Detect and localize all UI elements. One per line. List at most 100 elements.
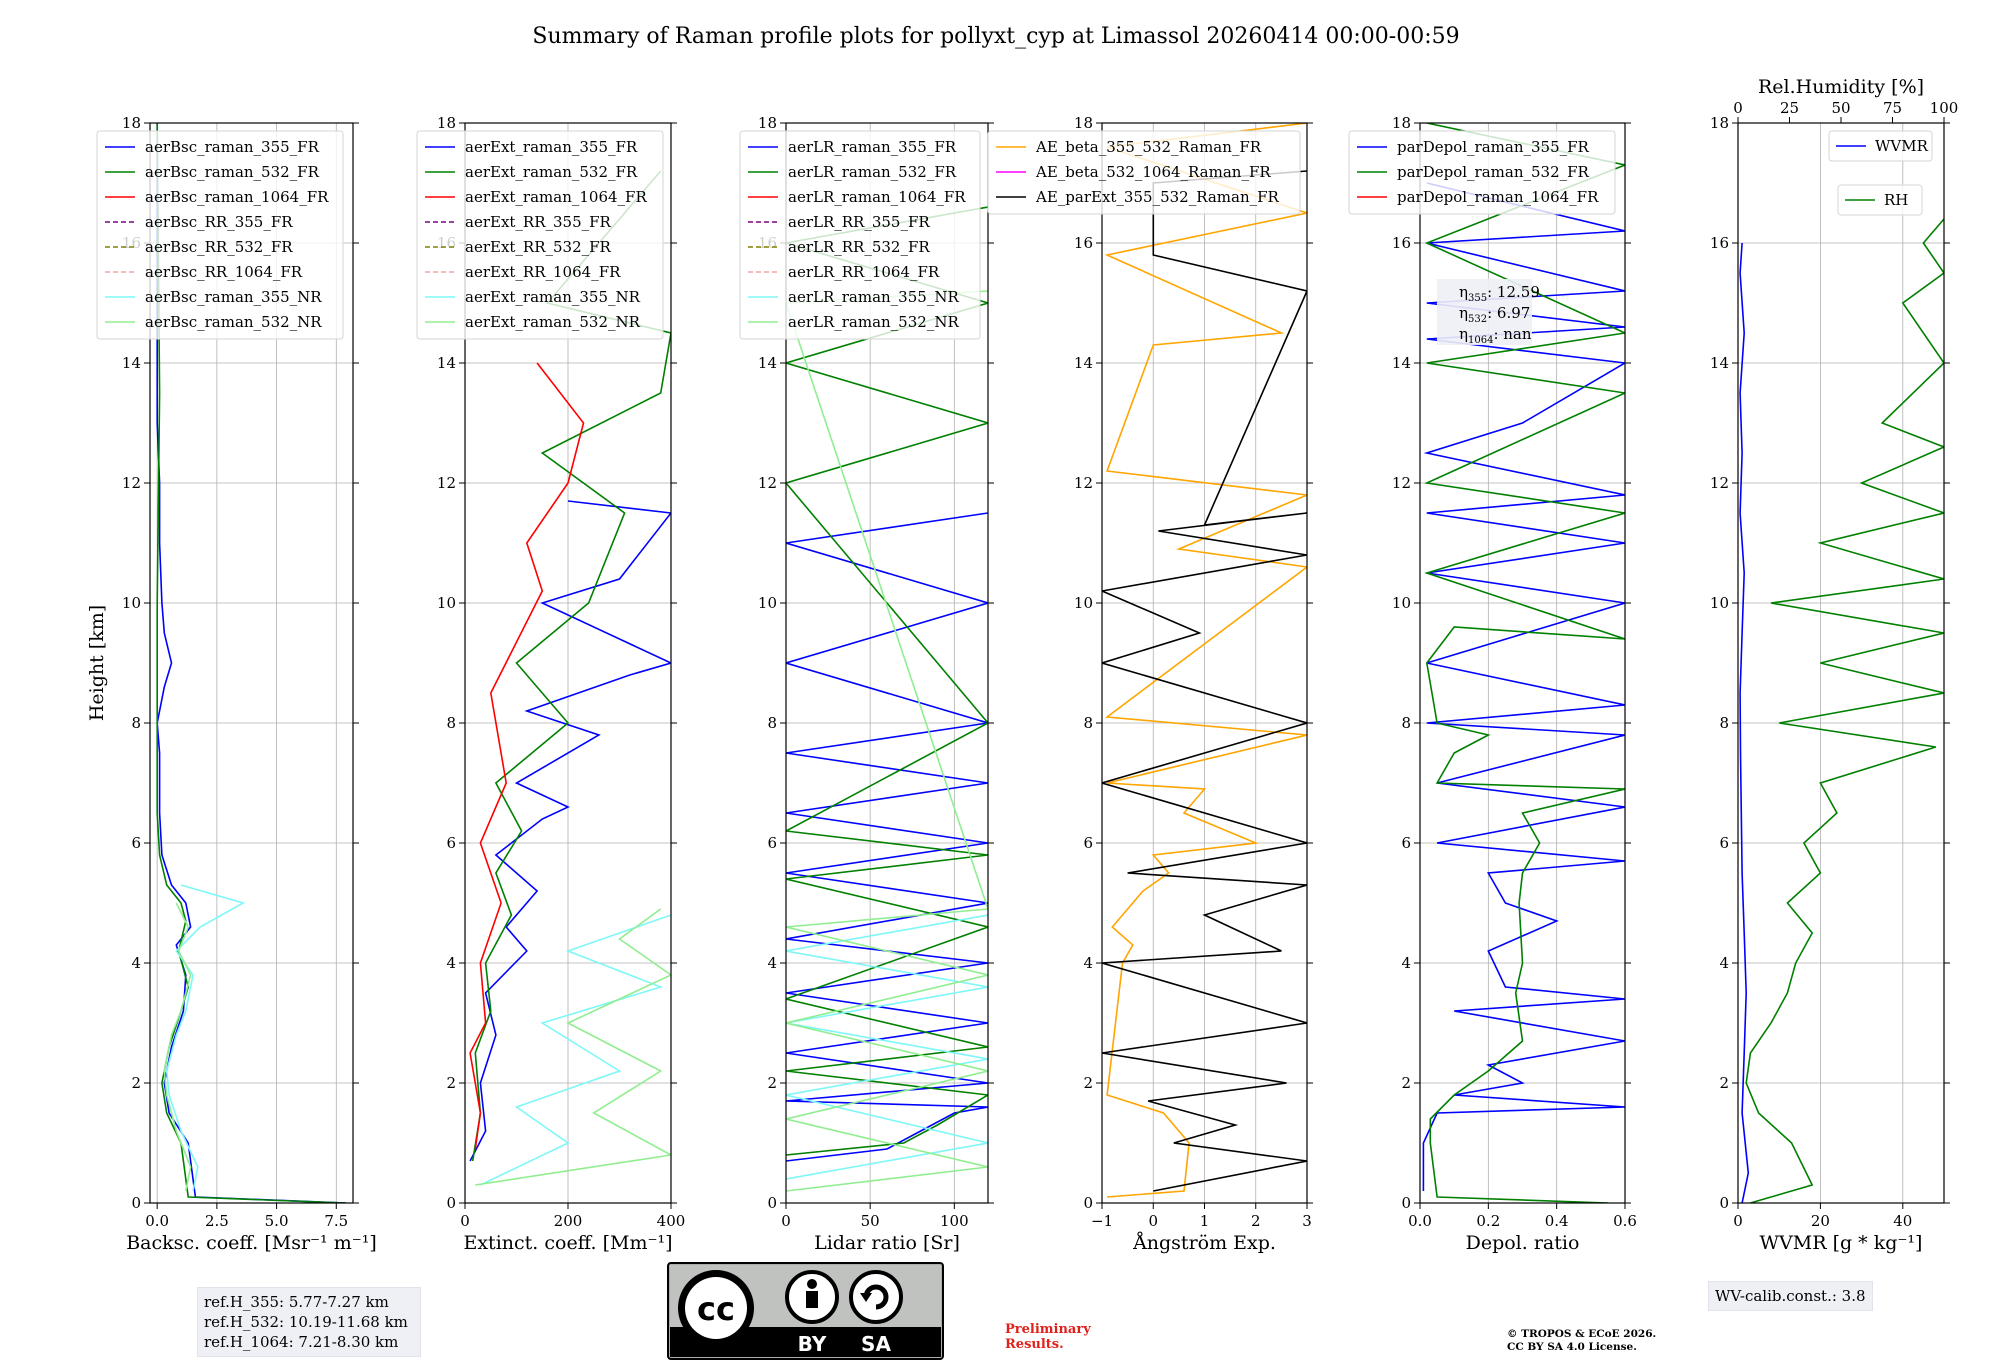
preliminary-note: Preliminary Results. — [1005, 1322, 1091, 1352]
xlabel-3: Lidar ratio [Sr] — [814, 1232, 960, 1254]
series-1-aerBsc_raman_355_NR — [165, 884, 246, 1192]
svg-text:cc: cc — [697, 1290, 735, 1328]
ytick-label-4-5: 10 — [1074, 594, 1093, 612]
top-xlabel: Rel.Humidity [%] — [1758, 76, 1924, 98]
eta-532: η532: 6.97 — [1459, 304, 1530, 325]
ytick-label-2-0: 0 — [446, 1194, 456, 1212]
legend-3: aerLR_raman_355_FR aerLR_raman_532_FR aerL… — [739, 130, 981, 340]
legend-label-1-5: aerBsc_RR_1064_FR — [145, 263, 303, 281]
preliminary-line-1: Preliminary — [1005, 1322, 1091, 1337]
ytick-label-6-7: 14 — [1710, 354, 1729, 372]
xtick-label-2-2: 400 — [657, 1212, 686, 1230]
legend-frame-4 — [987, 130, 1301, 215]
ytick-label-4-4: 8 — [1083, 714, 1093, 732]
top-xtick-label-1: 25 — [1780, 99, 1799, 117]
xlabel-2: Extinct. coeff. [Mm⁻¹] — [463, 1232, 672, 1254]
legend-label-4-1: AE_beta_532_1064_Raman_FR — [1035, 163, 1271, 181]
ytick-label-4-9: 18 — [1074, 114, 1093, 132]
panel-2: 0200400024681012141618Extinct. coeff. [M… — [416, 114, 686, 1254]
copyright-line-1: © TROPOS & ECoE 2026. — [1507, 1328, 1657, 1340]
legend-frame-6-0 — [1828, 130, 1933, 162]
xtick-label-4-2: 1 — [1200, 1212, 1210, 1230]
legend-label-4-0: AE_beta_355_532_Raman_FR — [1035, 138, 1262, 156]
legend-4: AE_beta_355_532_Raman_FR AE_beta_532_1064… — [987, 130, 1301, 215]
ytick-label-6-1: 2 — [1719, 1074, 1729, 1092]
legend-label-3-3: aerLR_RR_355_FR — [788, 213, 930, 231]
ytick-label-4-0: 0 — [1083, 1194, 1093, 1212]
ytick-label-1-6: 12 — [122, 474, 141, 492]
xtick-label-3-2: 100 — [940, 1212, 969, 1230]
ytick-label-4-6: 12 — [1074, 474, 1093, 492]
xtick-label-5-3: 0.6 — [1613, 1212, 1637, 1230]
top-xtick-label-3: 75 — [1883, 99, 1902, 117]
legend-frame-3 — [739, 130, 981, 340]
legend-label-2-2: aerExt_raman_1064_FR — [465, 188, 647, 206]
xtick-label-4-4: 3 — [1302, 1212, 1312, 1230]
series-2-aerExt_raman_355_FR — [469, 500, 671, 1162]
legend-label-1-3: aerBsc_RR_355_FR — [145, 213, 293, 231]
ytick-label-5-6: 12 — [1392, 474, 1411, 492]
copyright-line-2: CC BY SA 4.0 License. — [1507, 1341, 1637, 1353]
xtick-label-5-0: 0.0 — [1408, 1212, 1432, 1230]
sa-icon — [849, 1270, 903, 1324]
ytick-label-5-1: 2 — [1401, 1074, 1411, 1092]
ytick-label-5-3: 6 — [1401, 834, 1411, 852]
series-3-aerLR_raman_532_FR — [786, 206, 988, 1156]
panel-5: 0.0 0.2 0.4 0.6 0 2 4 6 8 10 12 14 16 18 Depol. ratio p… — [1348, 114, 1637, 1254]
ytick-label-6-6: 12 — [1710, 474, 1729, 492]
xtick-label-4-3: 2 — [1251, 1212, 1261, 1230]
xlabel-6: WVMR [g * kg⁻¹] — [1760, 1232, 1923, 1254]
ytick-label-3-0: 0 — [767, 1194, 777, 1212]
cc-sa-label: SA — [861, 1332, 891, 1356]
legend-label-4-2: AE_parExt_355_532_Raman_FR — [1035, 188, 1280, 206]
refh-box: ref.H_355: 5.77-7.27 km ref.H_532: 10.19… — [197, 1287, 421, 1357]
xtick-label-6-0: 0 — [1733, 1212, 1743, 1230]
ytick-label-4-1: 2 — [1083, 1074, 1093, 1092]
xtick-label-3-1: 50 — [861, 1212, 880, 1230]
cc-by-sa-badge: cc BY SA — [667, 1262, 944, 1360]
xtick-label-5-2: 0.4 — [1545, 1212, 1569, 1230]
legend-label-6-1: RH — [1884, 191, 1908, 209]
legend-label-5-1: parDepol_raman_532_FR — [1397, 163, 1590, 181]
ytick-label-6-4: 8 — [1719, 714, 1729, 732]
xtick-label-2-1: 200 — [554, 1212, 583, 1230]
legend-label-2-0: aerExt_raman_355_FR — [465, 138, 638, 156]
xlabel-1: Backsc. coeff. [Msr⁻¹ m⁻¹] — [126, 1232, 377, 1254]
xtick-label-6-1: 20 — [1811, 1212, 1830, 1230]
legend-label-1-2: aerBsc_raman_1064_FR — [145, 188, 329, 206]
eta-355: η355: 12.59 — [1459, 283, 1540, 304]
legend-frame-2 — [416, 130, 664, 340]
legend-5: parDepol_raman_355_FR parDepol_raman_532_… — [1348, 130, 1616, 215]
legend-2: aerExt_raman_355_FR aerExt_raman_532_FRae… — [416, 130, 664, 340]
series-4-AE_parExt_355_532_Raman_FR — [1102, 170, 1307, 1192]
ytick-label-5-2: 4 — [1401, 954, 1411, 972]
series-1-aerBsc_raman_532_FR — [156, 123, 346, 1203]
legend-frame-5 — [1348, 130, 1616, 215]
ytick-label-4-2: 4 — [1083, 954, 1093, 972]
ytick-label-3-9: 18 — [758, 114, 777, 132]
xtick-label-1-0: 0.0 — [145, 1212, 169, 1230]
series-6-RH — [1745, 218, 1944, 1203]
copyright-note: © TROPOS & ECoE 2026. CC BY SA 4.0 Licen… — [1507, 1328, 1656, 1354]
series-3-aerLR_raman_355_FR — [786, 512, 988, 1162]
legend-label-2-7: aerExt_raman_532_NR — [465, 313, 641, 331]
legend-label-1-1: aerBsc_raman_532_FR — [145, 163, 320, 181]
legend-label-3-4: aerLR_RR_532_FR — [788, 238, 930, 256]
ytick-label-4-7: 14 — [1074, 354, 1093, 372]
xtick-label-3-0: 0 — [781, 1212, 791, 1230]
legend-label-1-4: aerBsc_RR_532_FR — [145, 238, 293, 256]
series-2-aerExt_raman_1064_FR — [469, 362, 585, 1150]
legend-label-5-2: parDepol_raman_1064_FR — [1397, 188, 1599, 206]
series-5-parDepol_raman_532_FR — [1424, 123, 1625, 1203]
ytick-label-2-1: 2 — [446, 1074, 456, 1092]
panel-6: 0 20 40 0 2 4 6 8 10 12 14 16 18 WVMR [g * kg⁻¹] 0 25 50… — [1710, 76, 1958, 1254]
refh-1064: ref.H_1064: 7.21-8.30 km — [204, 1333, 399, 1351]
ytick-label-3-1: 2 — [767, 1074, 777, 1092]
xtick-label-4-0: −1 — [1091, 1212, 1113, 1230]
xtick-label-4-1: 0 — [1148, 1212, 1158, 1230]
ytick-label-1-0: 0 — [131, 1194, 141, 1212]
series-6-WVMR — [1739, 242, 1750, 1203]
xtick-label-6-2: 40 — [1893, 1212, 1912, 1230]
legend-label-1-6: aerBsc_raman_355_NR — [145, 288, 322, 306]
